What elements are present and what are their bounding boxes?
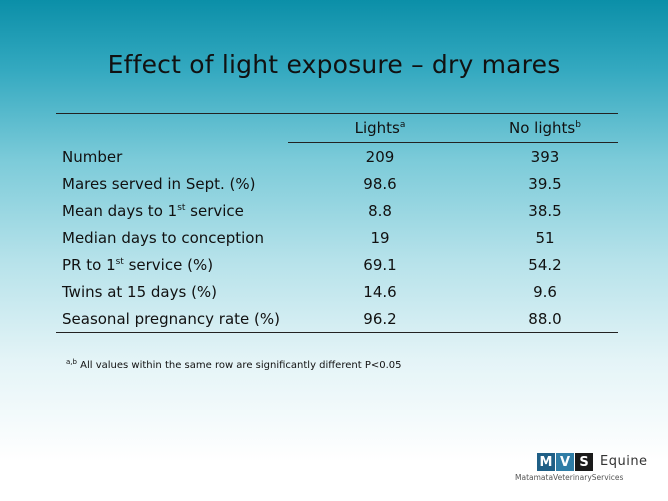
row-label: Seasonal pregnancy rate (%) [56, 310, 288, 328]
no-lights-value: 39.5 [528, 174, 562, 193]
footnote-text: All values within the same row are signi… [76, 360, 402, 371]
row-label-text: Mean days to 1 [62, 201, 178, 220]
row-label-text: Twins at 15 days (%) [62, 282, 218, 301]
table-header-row: Lightsa No lightsb [56, 114, 618, 142]
header-no-lights-label: No lights [509, 119, 576, 137]
table-row: PR to 1st service (%) 69.1 54.2 [56, 251, 618, 278]
row-label-sup: st [177, 202, 186, 213]
no-lights-value: 54.2 [528, 255, 562, 274]
no-lights-value: 38.5 [528, 201, 562, 220]
footnote: a,b All values within the same row are s… [66, 358, 402, 372]
row-label-text: Median days to conception [62, 228, 264, 247]
no-lights-value: 88.0 [528, 309, 562, 328]
header-lights-label: Lights [354, 119, 400, 137]
lights-value: 69.1 [363, 255, 397, 274]
table-row: Twins at 15 days (%) 14.6 9.6 [56, 278, 618, 305]
row-label: Median days to conception [56, 229, 288, 247]
footnote-sup: a,b [66, 358, 77, 366]
row-label-text: Mares served in Sept. (%) [62, 174, 256, 193]
row-label: PR to 1st service (%) [56, 256, 288, 274]
row-label-suffix: service (%) [123, 255, 214, 274]
mvs-equine-logo: M V S Equine MatamataVeterinaryServices [512, 450, 652, 488]
logo-letter-m: M [537, 453, 555, 471]
logo-word: Equine [600, 454, 648, 469]
no-lights-value: 51 [535, 228, 555, 247]
lights-value: 8.8 [368, 201, 392, 220]
slide-title: Effect of light exposure – dry mares [107, 50, 561, 79]
row-label: Number [56, 148, 288, 166]
row-label: Twins at 15 days (%) [56, 283, 288, 301]
results-table: Lightsa No lightsb Number 209 393 Mares ser… [56, 113, 618, 333]
no-lights-value: 393 [530, 147, 560, 166]
row-label-text: PR to 1 [62, 255, 116, 274]
table-body: Number 209 393 Mares served in Sept. (%) 98.… [56, 143, 618, 332]
table-row: Median days to conception 19 51 [56, 224, 618, 251]
logo-letter-boxes: M V S [537, 453, 594, 471]
table-row: Mares served in Sept. (%) 98.6 39.5 [56, 170, 618, 197]
lights-value: 98.6 [363, 174, 397, 193]
lights-value: 19 [370, 228, 390, 247]
logo-subtitle: MatamataVeterinaryServices [515, 473, 624, 482]
row-label-text: Seasonal pregnancy rate (%) [62, 309, 280, 328]
lights-value: 209 [365, 147, 395, 166]
header-no-lights: No lightsb [472, 119, 618, 137]
table-row: Number 209 393 [56, 143, 618, 170]
header-rule [288, 142, 618, 143]
row-label-text: Number [62, 147, 123, 166]
header-no-lights-sup: b [575, 120, 581, 130]
logo-letter-s: S [575, 453, 593, 471]
lights-value: 14.6 [363, 282, 397, 301]
row-label: Mean days to 1st service [56, 202, 288, 220]
no-lights-value: 9.6 [533, 282, 557, 301]
logo-letter-v: V [556, 453, 574, 471]
row-label-sup: st [115, 256, 124, 267]
lights-value: 96.2 [363, 309, 397, 328]
header-lights-sup: a [399, 120, 406, 130]
table-row: Mean days to 1st service 8.8 38.5 [56, 197, 618, 224]
table-row: Seasonal pregnancy rate (%) 96.2 88.0 [56, 305, 618, 332]
row-label-suffix: service [185, 201, 244, 220]
row-label: Mares served in Sept. (%) [56, 175, 288, 193]
header-lights: Lightsa [288, 119, 472, 137]
